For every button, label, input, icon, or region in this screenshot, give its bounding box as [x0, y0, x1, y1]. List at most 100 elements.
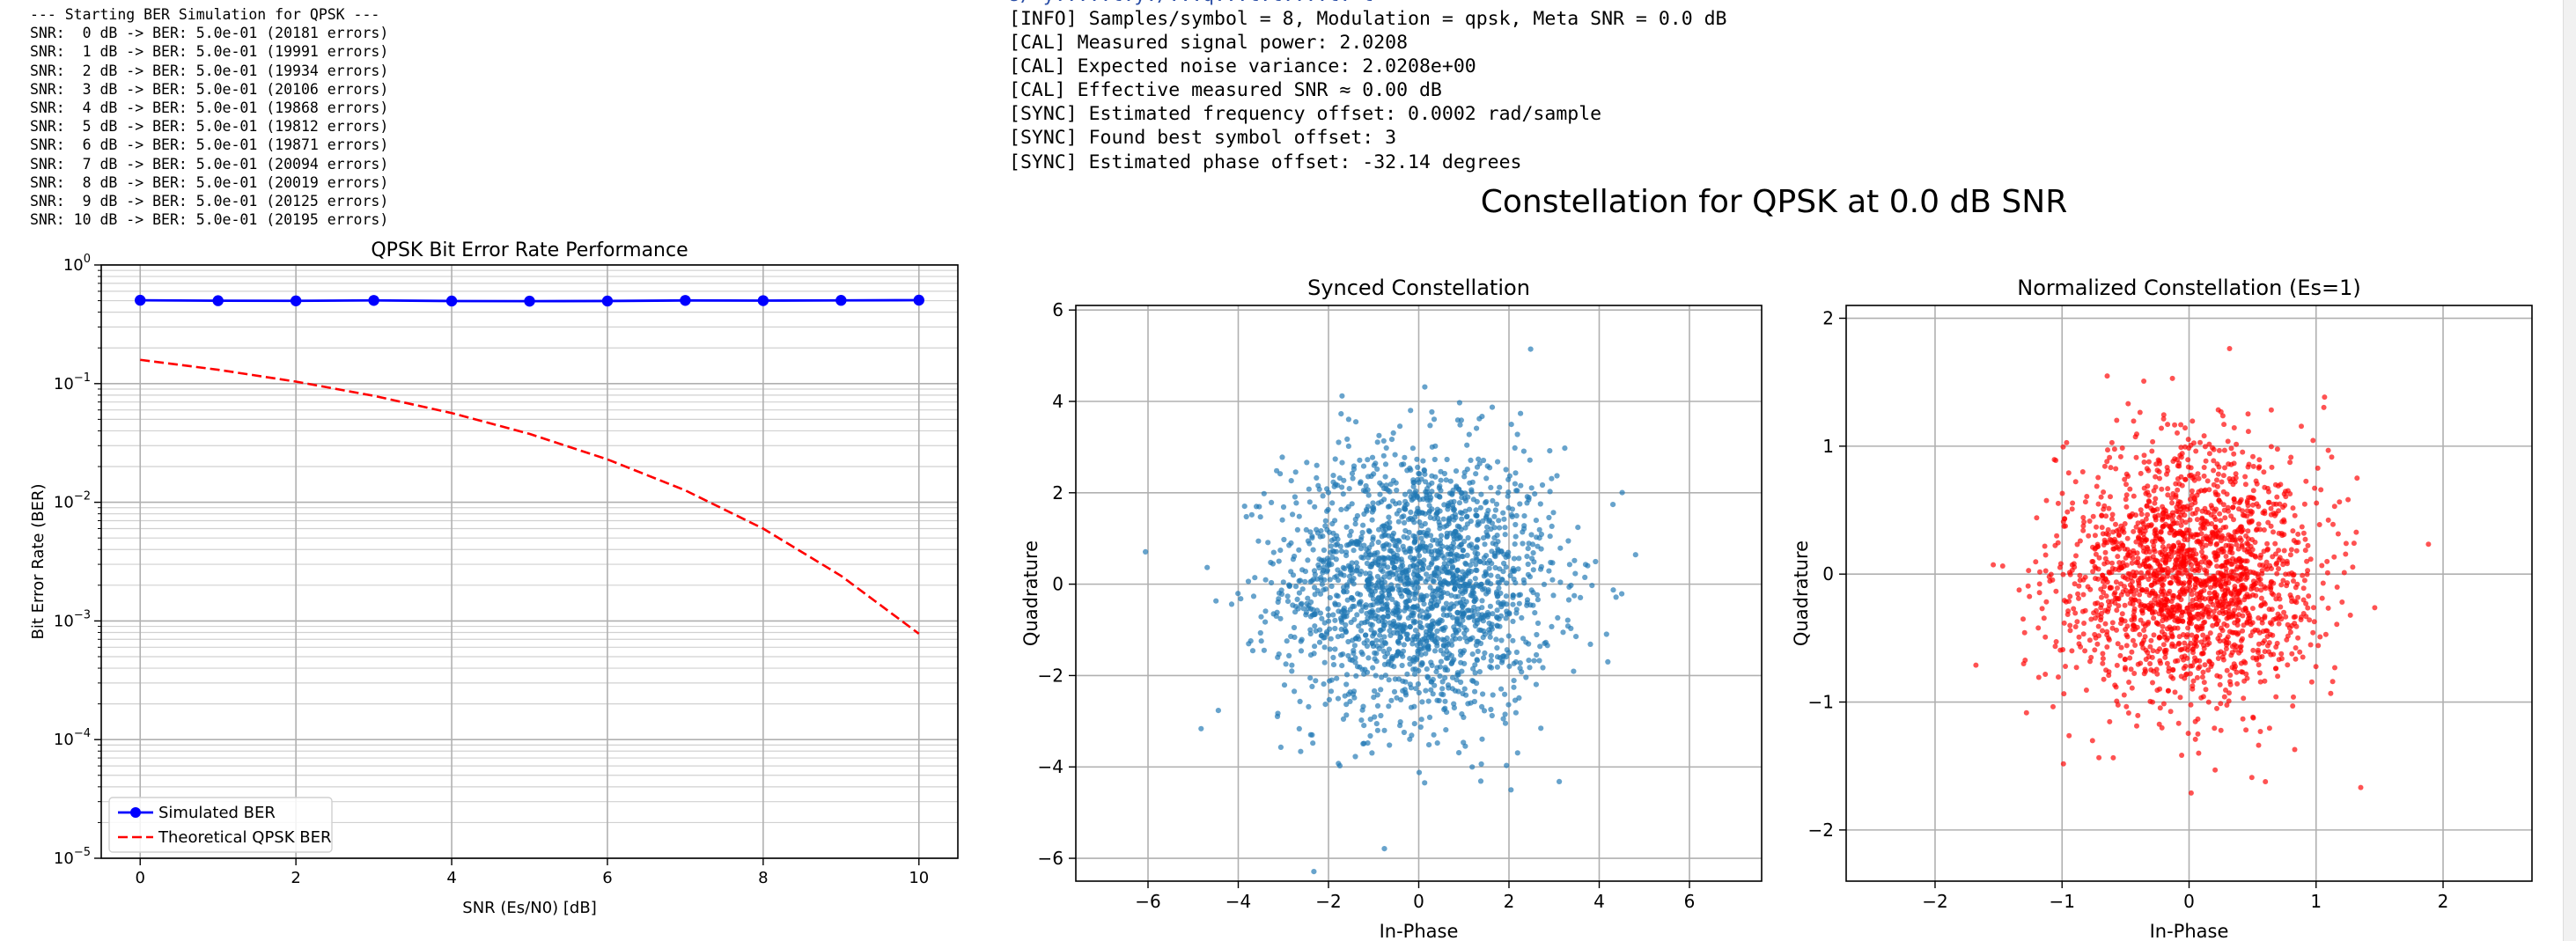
- scatter-point: [1270, 611, 1277, 617]
- scatter-point: [2277, 614, 2283, 620]
- scatter-point: [2069, 567, 2075, 573]
- scatter-point: [1571, 668, 1577, 674]
- scatter-point: [1324, 629, 1330, 636]
- scatter-point: [1276, 558, 1282, 564]
- scatter-point: [2268, 444, 2274, 450]
- scatter-point: [2177, 589, 2183, 595]
- scatter-point: [1390, 430, 1396, 436]
- scatter-point: [1336, 475, 1343, 482]
- scatter-point: [2104, 579, 2110, 585]
- scatter-point: [2137, 536, 2143, 542]
- scatter-point: [1436, 570, 1442, 577]
- scatter-point: [2053, 588, 2059, 594]
- scatter-point: [1366, 552, 1373, 558]
- scatter-point: [1587, 641, 1593, 648]
- scatter-point: [1430, 691, 1436, 697]
- scatter-point: [1387, 548, 1393, 554]
- scatter-point: [2138, 511, 2145, 518]
- x-tick-label: −1: [2049, 891, 2074, 912]
- scatter-point: [2276, 566, 2281, 572]
- scatter-point: [2020, 616, 2026, 622]
- scatter-point: [2081, 519, 2087, 525]
- scatter-point: [1361, 671, 1367, 677]
- scatter-point: [1358, 717, 1365, 724]
- scatter-point: [1353, 560, 1359, 566]
- scatter-point: [2042, 543, 2048, 549]
- simulated-point: [680, 295, 691, 306]
- scatter-point: [1529, 555, 1535, 562]
- scatter-point: [2278, 656, 2285, 662]
- scatter-point: [1408, 555, 1414, 561]
- scatter-point: [1632, 552, 1638, 558]
- scatter-point: [1401, 642, 1407, 648]
- scatter-point: [1488, 665, 1495, 671]
- scatter-point: [2242, 474, 2248, 480]
- scatter-point: [2168, 526, 2175, 533]
- scatter-point: [1432, 456, 1438, 463]
- scatter-point: [2290, 703, 2296, 709]
- scatter-point: [2114, 662, 2120, 668]
- scatter-point: [2135, 712, 2141, 718]
- scatter-point: [1353, 568, 1359, 574]
- scatter-point: [1521, 580, 1527, 586]
- scatter-point: [2268, 523, 2274, 529]
- x-tick-label: 4: [446, 869, 456, 887]
- scatter-point: [2118, 621, 2123, 627]
- scatter-point: [2234, 669, 2240, 675]
- scatter-point: [1288, 478, 1294, 484]
- scatter-point: [2138, 660, 2144, 666]
- scatter-point: [2241, 512, 2248, 518]
- scatter-point: [1454, 576, 1460, 582]
- scatter-point: [1286, 652, 1292, 659]
- scatter-point: [2144, 504, 2150, 509]
- scatter-point: [2313, 664, 2319, 670]
- scatter-point: [2243, 577, 2248, 582]
- scatter-point: [2259, 570, 2265, 577]
- scatter-point: [2101, 506, 2107, 512]
- scatter-point: [1296, 590, 1302, 596]
- scatter-point: [2222, 587, 2228, 593]
- scatter-point: [2176, 634, 2182, 640]
- scatter-point: [2122, 666, 2128, 673]
- scatter-point: [1472, 688, 1478, 695]
- scatter-point: [1338, 548, 1345, 555]
- scatter-point: [2168, 512, 2174, 518]
- scatter-point: [1518, 410, 1524, 416]
- scatter-point: [1424, 666, 1430, 673]
- scatter-point: [2082, 499, 2088, 505]
- scatter-point: [2103, 593, 2109, 599]
- scatter-point: [1380, 546, 1387, 552]
- scatter-point: [2204, 570, 2210, 577]
- scatter-point: [1479, 605, 1485, 611]
- scatter-point: [1582, 562, 1589, 568]
- scatter-point: [1478, 761, 1484, 768]
- scatter-point: [2182, 537, 2188, 542]
- console-line: [SYNC] Estimated frequency offset: 0.000…: [1009, 103, 1602, 126]
- scatter-point: [1373, 615, 1379, 621]
- scatter-point: [2229, 550, 2235, 556]
- scatter-point: [2214, 705, 2219, 711]
- scatter-point: [2273, 665, 2279, 672]
- scatter-point: [2237, 576, 2242, 582]
- scatter-point: [2171, 520, 2177, 526]
- scatter-point: [2218, 408, 2224, 415]
- scatter-point: [1432, 596, 1438, 602]
- scatter-point: [2093, 551, 2099, 557]
- scatter-point: [1494, 654, 1501, 660]
- scatter-point: [2110, 754, 2116, 761]
- scatter-point: [2231, 451, 2237, 457]
- scatter-point: [2065, 470, 2072, 476]
- scatter-point: [2192, 718, 2198, 724]
- scatter-point: [1298, 638, 1304, 644]
- scatter-point: [2189, 502, 2195, 508]
- scatter-point: [1991, 562, 1997, 568]
- scatter-point: [1397, 576, 1403, 582]
- window-scrollbar[interactable]: [2563, 0, 2576, 941]
- scatter-point: [1398, 461, 1405, 468]
- scatter-point: [2173, 530, 2179, 536]
- scatter-point: [1246, 641, 1252, 647]
- scatter-point: [1429, 444, 1435, 450]
- scatter-point: [2219, 479, 2225, 485]
- scatter-point: [1345, 562, 1351, 569]
- simulated-point: [835, 295, 847, 306]
